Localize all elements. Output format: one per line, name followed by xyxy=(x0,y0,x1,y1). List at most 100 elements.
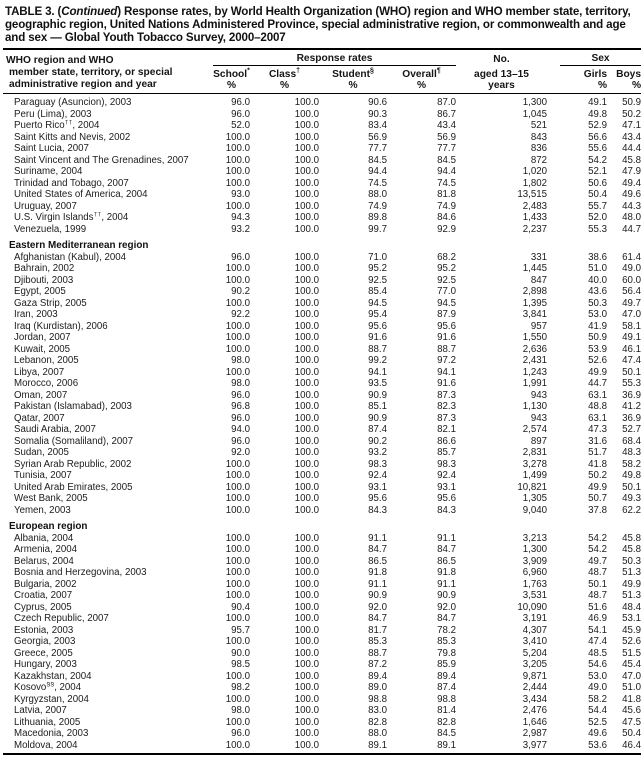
cell-class: 100.0 xyxy=(294,435,319,447)
cell-girls: 55.6 xyxy=(588,143,607,154)
country-label: Armenia, 2004 xyxy=(14,544,78,555)
cell-school: 100.0 xyxy=(225,567,250,578)
cell-school: 96.0 xyxy=(231,97,250,108)
cell-student: 95.6 xyxy=(368,320,387,332)
column-header-overall: Overall¶ xyxy=(402,67,441,80)
cell-boys: 49.6 xyxy=(622,189,641,200)
cell-student: 90.9 xyxy=(368,590,387,601)
cell-overall: 85.3 xyxy=(437,636,456,647)
cell-girls: 49.6 xyxy=(588,728,607,739)
cell-girls: 54.2 xyxy=(588,532,607,544)
country-label: Iraq (Kurdistan), 2006 xyxy=(14,320,108,332)
table-row: Iran, 2003 92.2 100.0 95.4 87.9 3,841 53.0 47.0 xyxy=(3,309,641,321)
cell-class: 100.0 xyxy=(294,670,319,682)
cell-boys: 45.6 xyxy=(622,705,641,716)
cell-school: 98.2 xyxy=(231,682,250,693)
cell-n: 957 xyxy=(530,320,547,332)
cell-boys: 61.4 xyxy=(622,251,641,263)
country-label: Egypt, 2005 xyxy=(14,286,66,297)
cell-class: 100.0 xyxy=(294,624,319,636)
cell-school: 100.0 xyxy=(225,739,250,751)
footnote-marker: §§ xyxy=(46,682,55,688)
cell-n: 3,278 xyxy=(522,458,547,470)
table-row: Bulgaria, 2002 100.0 100.0 91.1 91.1 1,763 50.… xyxy=(3,579,641,591)
cell-class: 100.0 xyxy=(294,120,319,131)
cell-boys: 51.3 xyxy=(622,567,641,578)
cell-student: 92.0 xyxy=(368,601,387,613)
country-label: Suriname, 2004 xyxy=(14,166,83,177)
table-row: United Arab Emirates, 2005 100.0 100.0 93.1… xyxy=(3,482,641,494)
cell-school: 100.0 xyxy=(225,532,250,544)
unit-overall-percent: % xyxy=(387,80,456,94)
cell-school: 100.0 xyxy=(225,131,250,143)
cell-overall: 87.3 xyxy=(437,389,456,401)
country-label: Djibouti, 2003 xyxy=(14,274,74,286)
cell-n: 2,476 xyxy=(522,705,547,716)
cell-class: 100.0 xyxy=(294,131,319,143)
table-row: United States of America, 2004 93.0 100.0 8… xyxy=(3,189,641,201)
cell-class: 100.0 xyxy=(294,447,319,458)
cell-girls: 44.7 xyxy=(588,378,607,389)
cell-girls: 51.0 xyxy=(588,263,607,274)
cell-n: 2,636 xyxy=(522,343,547,355)
country-label: Albania, 2004 xyxy=(14,532,74,544)
cell-student: 89.0 xyxy=(368,682,387,693)
table-row: Saint Vincent and The Grenadines, 2007 10… xyxy=(3,155,641,167)
cell-boys: 41.8 xyxy=(622,693,641,705)
country-label: Syrian Arab Republic, 2002 xyxy=(14,458,132,470)
cell-n: 2,431 xyxy=(522,355,547,366)
cell-n: 847 xyxy=(530,274,547,286)
cell-school: 100.0 xyxy=(225,636,250,647)
cell-n: 3,909 xyxy=(522,555,547,567)
overall-footnote-marker: ¶ xyxy=(436,67,441,75)
cell-student: 95.6 xyxy=(368,493,387,504)
cell-girls: 48.7 xyxy=(588,567,607,578)
table-row: Paraguay (Asuncion), 2003 96.0 100.0 90.6 87… xyxy=(3,94,641,109)
cell-boys: 49.7 xyxy=(622,297,641,309)
cell-n: 1,763 xyxy=(522,578,547,590)
unit-student-percent: % xyxy=(319,80,387,94)
country-label: Trinidad and Tobago, 2007 xyxy=(14,177,129,189)
cell-overall: 91.6 xyxy=(437,332,456,343)
cell-class: 100.0 xyxy=(294,504,319,516)
country-label: Venezuela, 1999 xyxy=(14,223,87,235)
cell-boys: 45.9 xyxy=(622,624,641,636)
cell-class: 100.0 xyxy=(294,309,319,320)
cell-school: 100.0 xyxy=(225,458,250,470)
cell-school: 100.0 xyxy=(225,343,250,355)
region-header: European region xyxy=(9,521,88,532)
sex-group-header: Sex xyxy=(560,49,641,66)
cell-class: 100.0 xyxy=(294,166,319,177)
cell-overall: 88.7 xyxy=(437,343,456,355)
unit-years: years xyxy=(456,80,560,94)
cell-school: 100.0 xyxy=(225,555,250,567)
cell-student: 89.1 xyxy=(368,739,387,751)
cell-n: 1,300 xyxy=(522,544,547,555)
cell-boys: 50.2 xyxy=(622,108,641,120)
cell-overall: 87.4 xyxy=(437,682,456,693)
cell-girls: 50.1 xyxy=(588,578,607,590)
table-row: Bahrain, 2002 100.0 100.0 95.2 95.2 1,445 51.0… xyxy=(3,263,641,275)
country-label: Kazakhstan, 2004 xyxy=(14,670,92,682)
cell-overall: 91.1 xyxy=(437,532,456,544)
cell-n: 1,300 xyxy=(522,97,547,108)
cell-school: 100.0 xyxy=(225,693,250,705)
cell-boys: 45.8 xyxy=(622,544,641,555)
column-header-student: Student§ xyxy=(332,67,374,80)
table-row: Estonia, 2003 95.7 100.0 81.7 78.2 4,307 54.1 4… xyxy=(3,625,641,637)
table-row: Pakistan (Islamabad), 2003 96.8 100.0 85.1 8… xyxy=(3,401,641,413)
cell-student: 99.7 xyxy=(368,223,387,235)
column-header-row: School* Class† Student§ Overall¶ aged 13… xyxy=(3,66,641,80)
class-footnote-marker: † xyxy=(296,67,301,75)
table-title-prefix: TABLE 3. ( xyxy=(5,5,62,18)
cell-class: 100.0 xyxy=(294,470,319,481)
cell-overall: 92.5 xyxy=(437,274,456,286)
region-header-row: European region xyxy=(3,516,641,533)
cell-boys: 46.4 xyxy=(622,739,641,751)
cell-boys: 47.0 xyxy=(622,309,641,320)
footnote-marker: †† xyxy=(93,212,102,218)
table-row: Kosovo§§, 2004 98.2 100.0 89.0 87.4 2,444 49.0… xyxy=(3,682,641,694)
cell-boys: 51.3 xyxy=(622,590,641,601)
cell-class: 100.0 xyxy=(294,682,319,693)
cell-overall: 74.9 xyxy=(437,200,456,212)
